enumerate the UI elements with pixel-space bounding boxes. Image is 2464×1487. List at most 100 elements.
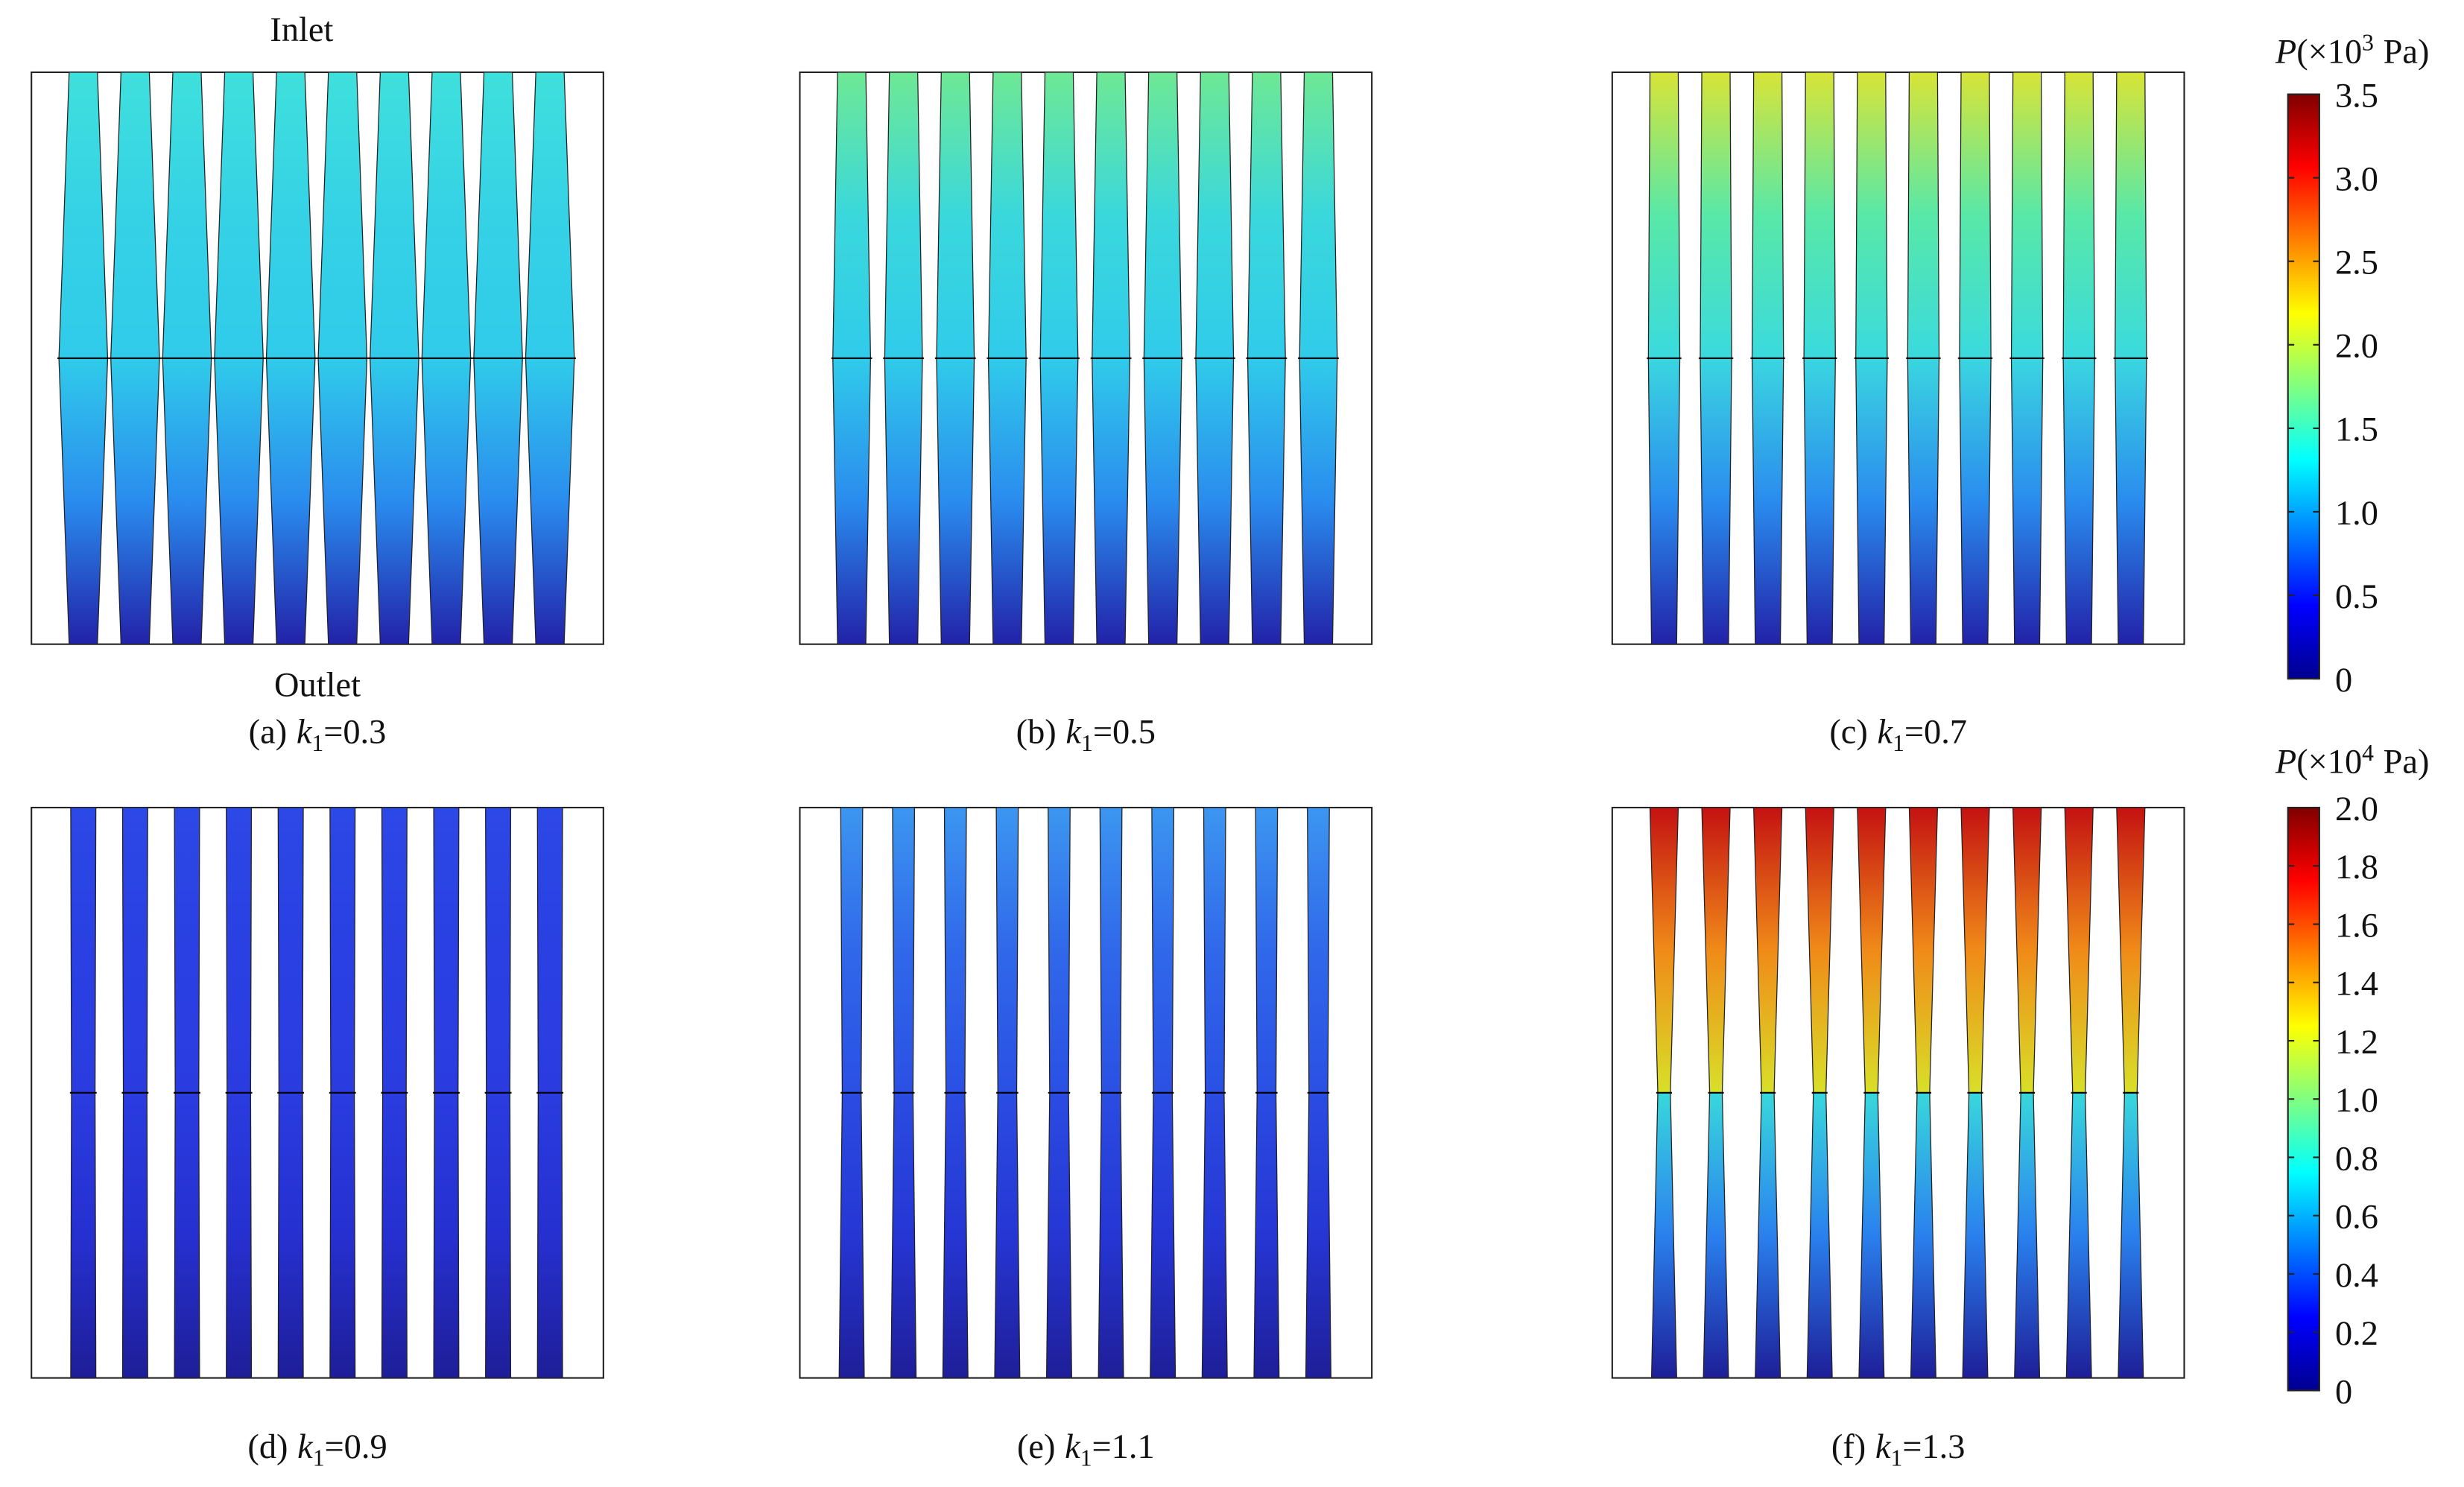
- channel-outlet-half: [174, 1092, 200, 1379]
- colorbar-symbol: P: [2275, 744, 2296, 781]
- panel-frame: [799, 806, 1373, 1379]
- channel-inlet-half: [1143, 72, 1182, 359]
- caption-label: (a): [249, 714, 287, 752]
- channel-inlet-half: [2010, 72, 2044, 359]
- channel-inlet-half: [1751, 72, 1784, 359]
- caption-symbol: k: [1877, 714, 1893, 752]
- channel-outlet-half: [381, 1092, 408, 1379]
- caption-subscript: 1: [311, 730, 323, 756]
- panel: (b) k1=0.5: [799, 71, 1373, 756]
- channel-outlet-half: [485, 1092, 512, 1379]
- colorbar-tick-label: 1.6: [2335, 907, 2378, 945]
- colorbar-unit: Pa): [2384, 33, 2430, 71]
- panel: (a) k1=0.3: [31, 71, 604, 757]
- channel-inlet-half: [2115, 72, 2147, 359]
- caption-value: =0.3: [323, 714, 386, 752]
- colorbar-tick-label: 1.0: [2335, 1082, 2378, 1120]
- colorbar-exponent: 4: [2362, 740, 2374, 766]
- channel-inlet-half: [1048, 807, 1071, 1094]
- outlet-label: Outlet: [274, 666, 361, 704]
- caption-label: (b): [1016, 714, 1057, 752]
- channel-inlet-half: [1099, 807, 1123, 1094]
- panel-caption: (e) k1=1.1: [1017, 1428, 1155, 1471]
- channel-inlet-half: [1195, 72, 1235, 359]
- colorbar-tick-label: 3.0: [2335, 160, 2378, 198]
- colorbar-tick-label: 0.6: [2335, 1199, 2378, 1237]
- channel-inlet-half: [943, 807, 967, 1094]
- channel-outlet-half: [121, 1092, 148, 1379]
- channel-outlet-half: [70, 1092, 97, 1379]
- caption-subscript: 1: [1081, 730, 1093, 756]
- channel-inlet-half: [1307, 807, 1330, 1094]
- colorbar-title: P(×103 Pa): [2275, 29, 2430, 71]
- channel-inlet-half: [121, 807, 148, 1094]
- caption-subscript: 1: [1893, 730, 1904, 756]
- channel-inlet-half: [1203, 807, 1226, 1094]
- channel-outlet-half: [838, 1092, 865, 1379]
- channel-outlet-half: [1039, 358, 1079, 645]
- channel-inlet-half: [884, 72, 923, 359]
- channel-inlet-half: [1959, 72, 1992, 359]
- panel-caption: (a) k1=0.3: [249, 714, 387, 757]
- panel-frame: [1611, 71, 2185, 645]
- colorbar-tick-label: 0.2: [2335, 1315, 2378, 1353]
- colorbar-tick-label: 0.4: [2335, 1257, 2378, 1295]
- colorbar-tick-label: 0.8: [2335, 1140, 2378, 1178]
- colorbar-tick-label: 0: [2335, 662, 2352, 700]
- colorbar-tick-label: 1.0: [2335, 495, 2378, 533]
- channel-outlet-half: [277, 1092, 304, 1379]
- colorbar-tick-label: 0: [2335, 1373, 2352, 1411]
- channel-inlet-half: [1700, 72, 1732, 359]
- channel-outlet-half: [1098, 1092, 1124, 1379]
- caption-symbol: k: [1875, 1428, 1892, 1466]
- channel-outlet-half: [1700, 358, 1732, 645]
- channel-inlet-half: [892, 807, 916, 1094]
- channel-outlet-half: [832, 358, 872, 645]
- channel-inlet-half: [1092, 72, 1131, 359]
- channel-inlet-half: [485, 807, 512, 1094]
- channel-outlet-half: [2010, 358, 2044, 645]
- panel: (d) k1=0.9: [31, 806, 604, 1471]
- caption-value: =0.9: [325, 1428, 387, 1466]
- colorbar-tick-label: 1.4: [2335, 966, 2378, 1004]
- channel-outlet-half: [1855, 358, 1888, 645]
- channel-inlet-half: [1907, 72, 1940, 359]
- channel-inlet-half: [840, 807, 864, 1094]
- colorbar-tick-label: 1.5: [2335, 411, 2378, 449]
- colorbar-tick-label: 2.5: [2335, 244, 2378, 282]
- caption-symbol: k: [1065, 1428, 1081, 1466]
- channel-inlet-half: [1803, 72, 1836, 359]
- channel-outlet-half: [226, 1092, 253, 1379]
- channel-inlet-half: [226, 807, 253, 1094]
- channel-outlet-half: [942, 1092, 969, 1379]
- caption-value: =0.5: [1093, 714, 1156, 752]
- colorbar-unit: Pa): [2384, 744, 2430, 781]
- caption-symbol: k: [297, 1428, 314, 1466]
- panel-caption: (d) k1=0.9: [247, 1428, 387, 1471]
- channel-outlet-half: [1201, 1092, 1228, 1379]
- colorbar-exponent: 3: [2362, 29, 2374, 55]
- caption-symbol: k: [1065, 714, 1082, 752]
- panel-frame: [31, 806, 604, 1379]
- channel-inlet-half: [1151, 807, 1175, 1094]
- channel-outlet-half: [890, 1092, 917, 1379]
- panel-caption: (c) k1=0.7: [1829, 714, 1967, 757]
- panel: (c) k1=0.7: [1611, 71, 2185, 757]
- channel-inlet-half: [936, 72, 975, 359]
- colorbar-tick-label: 1.2: [2335, 1024, 2378, 1062]
- caption-subscript: 1: [1080, 1445, 1092, 1471]
- colorbar: P(×103 Pa) 0 0.5 1.0 1.5 2.0 2.5 3.0 3.5: [2275, 29, 2430, 699]
- panel-frame: [1611, 806, 2185, 1379]
- caption-value: =1.1: [1092, 1428, 1155, 1466]
- channel-inlet-half: [1647, 72, 1681, 359]
- colorbar-ramp: [2287, 93, 2320, 680]
- channel-outlet-half: [2115, 358, 2147, 645]
- channel-inlet-half: [987, 72, 1027, 359]
- channel-outlet-half: [2062, 358, 2095, 645]
- channel-inlet-half: [70, 807, 97, 1094]
- channel-inlet-half: [433, 807, 460, 1094]
- panel: (f) k1=1.3: [1611, 806, 2185, 1471]
- colorbar-title: P(×104 Pa): [2275, 740, 2430, 781]
- caption-label: (c): [1829, 714, 1867, 752]
